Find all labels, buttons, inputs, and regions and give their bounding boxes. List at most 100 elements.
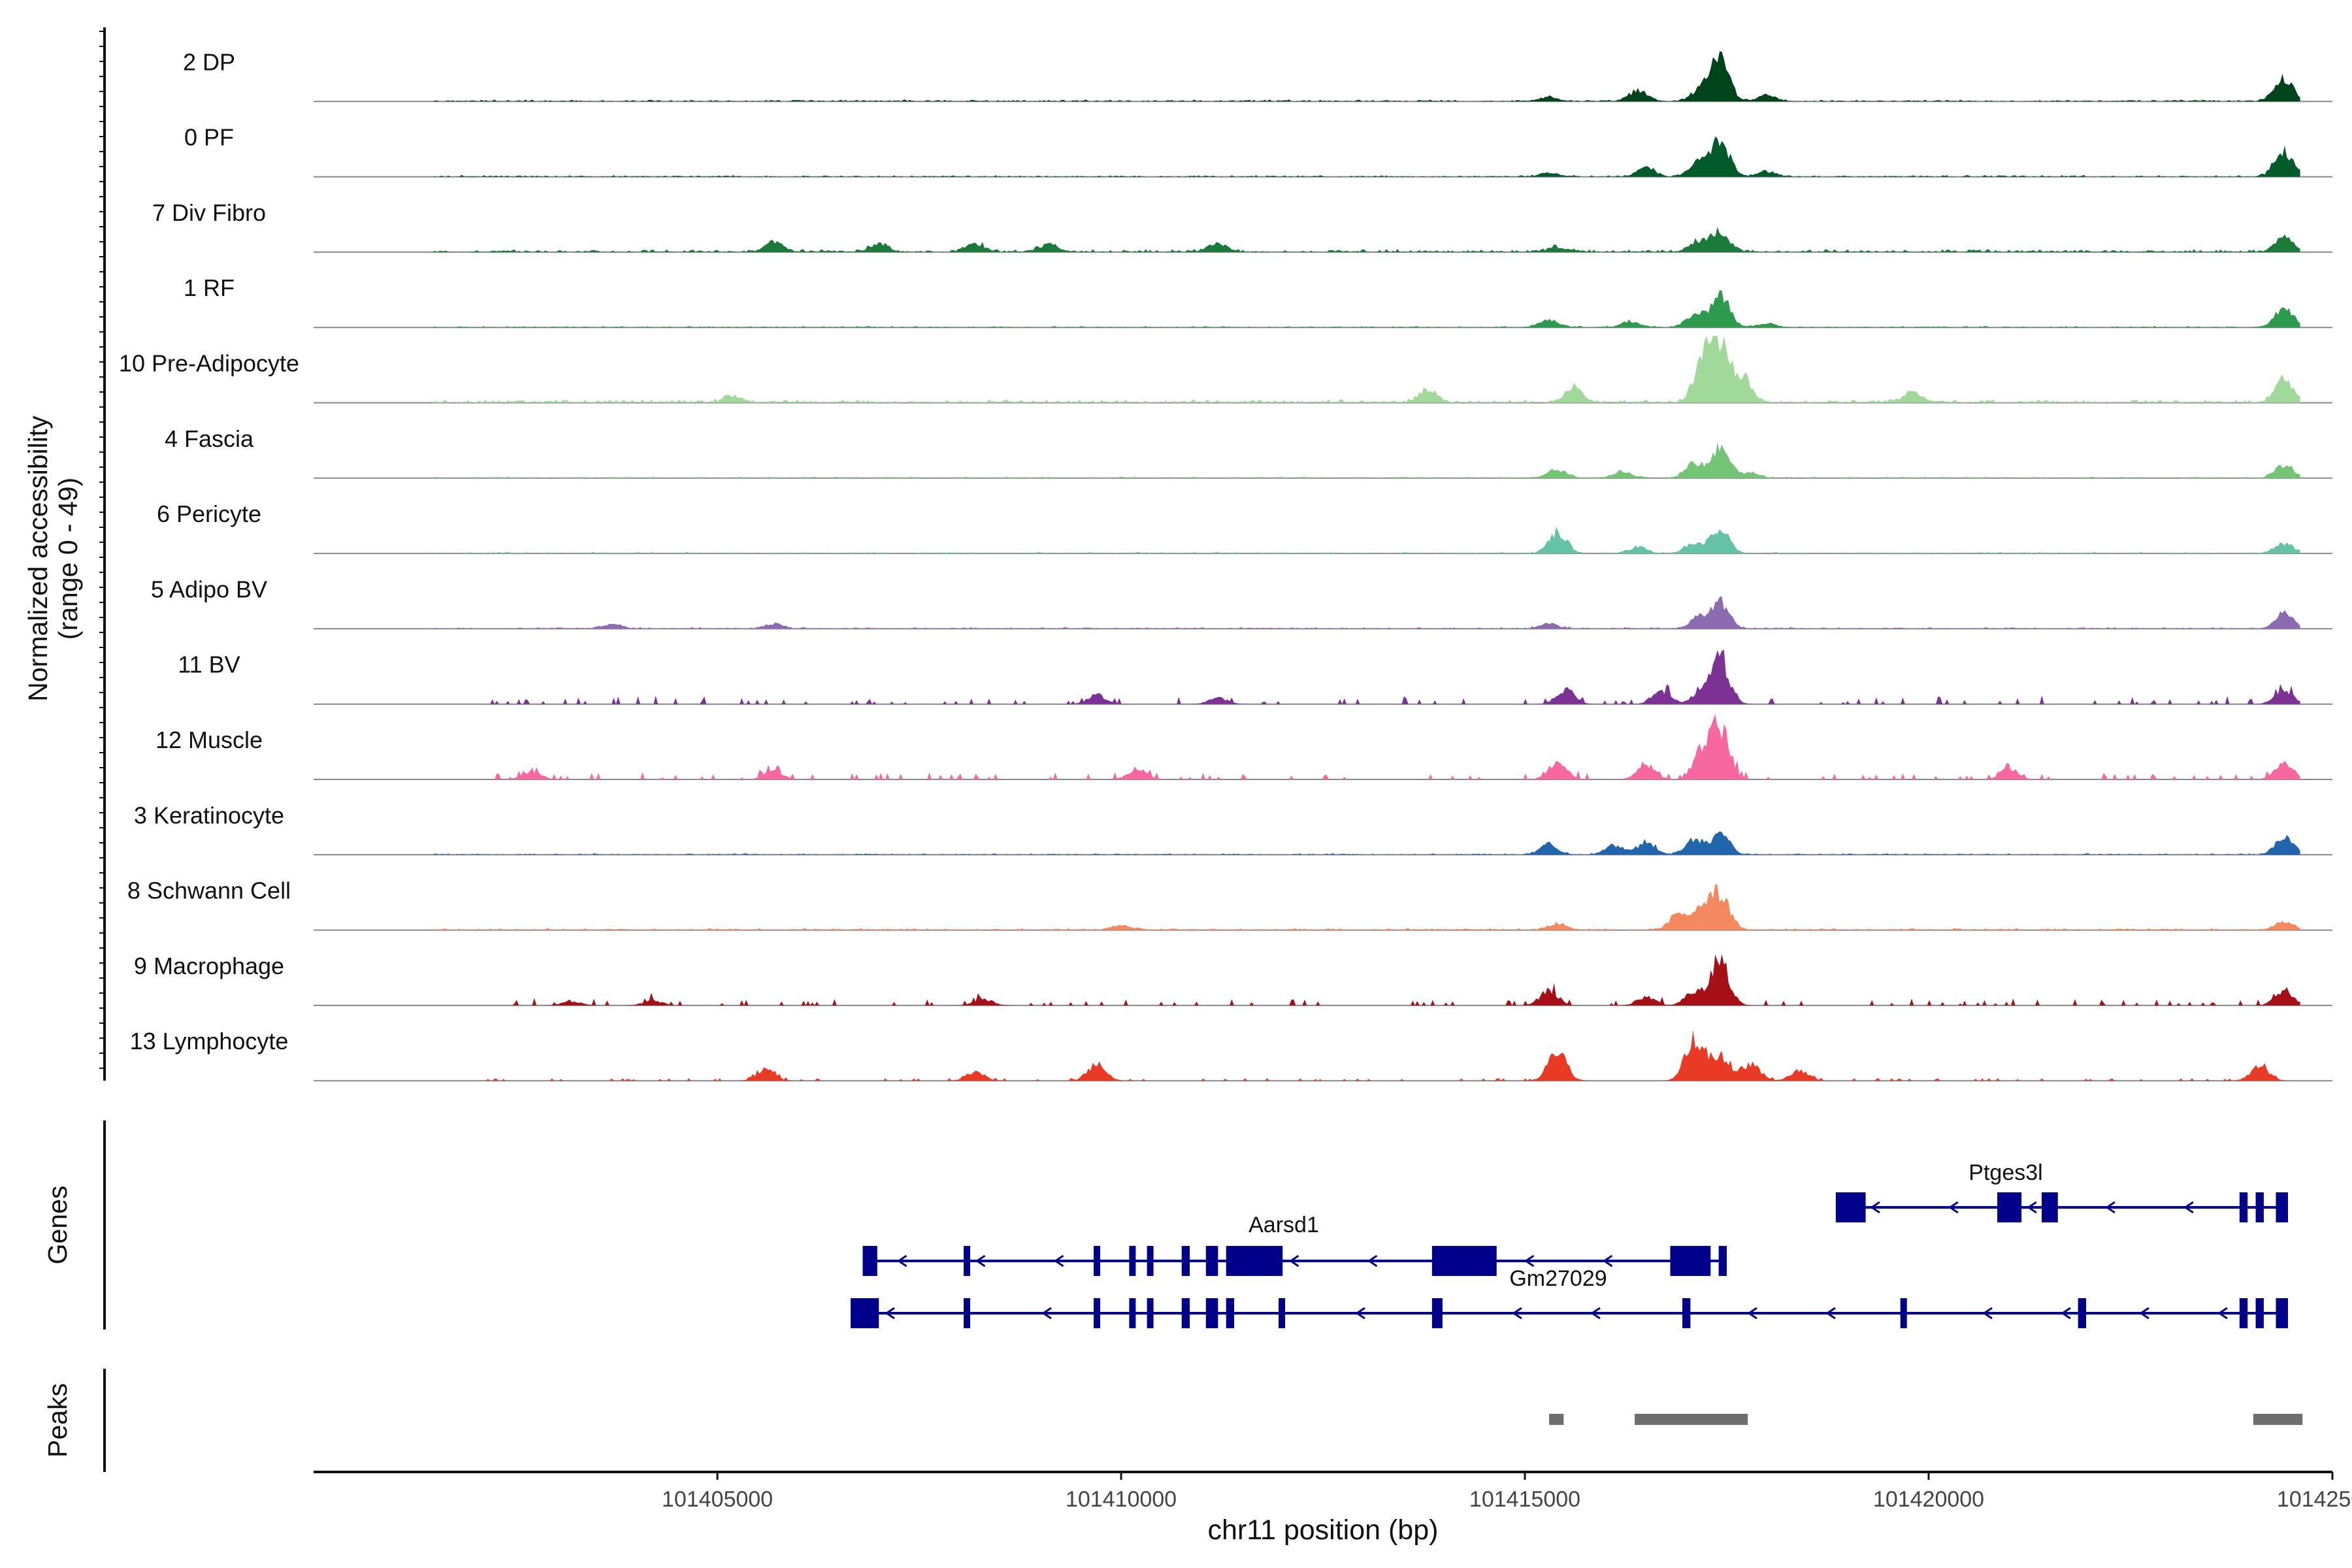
exon — [1718, 1246, 1727, 1276]
coverage-track: 5 Adipo BV — [151, 576, 2332, 630]
exon — [2276, 1298, 2289, 1328]
track-label: 8 Schwann Cell — [127, 877, 291, 904]
coverage-track: 4 Fascia — [165, 425, 2332, 479]
strand-arrow — [1825, 1307, 1836, 1320]
gene-model: Ptges3l — [1835, 1160, 2289, 1222]
coverage-track: 11 BV — [178, 649, 2332, 705]
track-label: 3 Keratinocyte — [134, 802, 284, 828]
strand-arrow — [2139, 1307, 2149, 1320]
exon — [1181, 1298, 1190, 1328]
exon — [1682, 1298, 1691, 1328]
strand-arrow — [1367, 1254, 1378, 1267]
strand-arrow — [1288, 1254, 1299, 1267]
peak-region — [1549, 1414, 1564, 1425]
x-axis-ticks: 101405000 101410000 101415000 101420000 1014… — [662, 1472, 2352, 1512]
track-label: 13 Lymphocyte — [130, 1028, 289, 1054]
exon — [1181, 1246, 1190, 1276]
track-label: 7 Div Fibro — [152, 199, 266, 226]
y-axis-label-line2: (range 0 - 49) — [53, 478, 83, 640]
strand-arrow — [2027, 1201, 2037, 1214]
coverage-tracks: 2 DP 0 PF 7 Div Fibro 1 RF 10 Pre-Adipocyte 4… — [119, 48, 2332, 1082]
gene-name-label: Aarsd1 — [1249, 1213, 1319, 1237]
exon — [2255, 1298, 2264, 1328]
exon — [1670, 1246, 1711, 1276]
y-axis-ticks — [99, 31, 105, 1069]
exon — [1279, 1298, 1286, 1328]
coverage-track: 12 Muscle — [155, 714, 2332, 780]
exon — [2239, 1298, 2248, 1328]
coverage-track: 6 Pericyte — [157, 500, 2332, 555]
x-tick-label: 101410000 — [1066, 1487, 1177, 1512]
coverage-track: 1 RF — [184, 274, 2332, 329]
exon — [1093, 1298, 1100, 1328]
exon — [963, 1246, 970, 1276]
track-label: 5 Adipo BV — [151, 576, 267, 602]
exon — [2255, 1192, 2264, 1222]
peak-region — [1635, 1414, 1748, 1425]
x-tick-label: 101415000 — [1469, 1487, 1580, 1512]
exon — [2078, 1298, 2087, 1328]
exon — [1835, 1192, 1866, 1222]
exon — [963, 1298, 970, 1328]
track-label: 6 Pericyte — [157, 500, 261, 527]
gene-track: Ptges3l Aarsd1 Gm27029 — [850, 1160, 2289, 1328]
gene-name-label: Ptges3l — [1968, 1160, 2042, 1185]
coverage-track: 2 DP — [183, 48, 2332, 103]
exon — [1900, 1298, 1907, 1328]
coverage-track: 9 Macrophage — [134, 953, 2332, 1006]
strand-arrow — [1053, 1254, 1064, 1267]
exon — [850, 1298, 879, 1328]
strand-arrow — [1524, 1254, 1535, 1267]
exon — [1205, 1246, 1218, 1276]
exon — [1129, 1298, 1136, 1328]
peak-track — [1549, 1414, 2303, 1425]
coverage-track: 10 Pre-Adipocyte — [119, 336, 2332, 404]
coverage-track: 7 Div Fibro — [152, 199, 2332, 253]
strand-arrow — [896, 1254, 907, 1267]
exon — [1147, 1246, 1154, 1276]
track-label: 9 Macrophage — [134, 953, 284, 979]
strand-arrow — [2061, 1307, 2071, 1320]
track-label: 11 BV — [178, 651, 240, 678]
strand-arrow — [2217, 1307, 2228, 1320]
gene-name-label: Gm27029 — [1509, 1266, 1607, 1291]
strand-arrow — [885, 1307, 895, 1320]
exon — [1431, 1246, 1497, 1276]
track-label: 0 PF — [184, 124, 234, 151]
exon — [1129, 1246, 1136, 1276]
strand-arrow — [2183, 1201, 2194, 1214]
strand-arrow — [1602, 1254, 1613, 1267]
peak-region — [2253, 1414, 2303, 1425]
strand-arrow — [975, 1254, 986, 1267]
coverage-track: 13 Lymphocyte — [130, 1028, 2332, 1082]
strand-arrow — [1512, 1307, 1522, 1320]
exon — [1226, 1246, 1283, 1276]
strand-arrow — [1590, 1307, 1601, 1320]
strand-arrow — [1948, 1201, 1959, 1214]
exon — [1147, 1298, 1154, 1328]
exon — [1205, 1298, 1218, 1328]
peaks-label: Peaks — [42, 1383, 73, 1458]
track-label: 4 Fascia — [165, 425, 254, 452]
track-label: 10 Pre-Adipocyte — [119, 350, 299, 377]
strand-arrow — [2105, 1201, 2115, 1214]
genes-label: Genes — [42, 1186, 73, 1265]
exon — [2276, 1192, 2289, 1222]
coverage-track: 8 Schwann Cell — [127, 877, 2332, 931]
x-axis-label: chr11 position (bp) — [1208, 1514, 1439, 1546]
gene-model: Gm27029 — [850, 1266, 2289, 1328]
strand-arrow — [1982, 1307, 1993, 1320]
gene-model: Aarsd1 — [862, 1213, 1727, 1276]
track-label: 1 RF — [184, 274, 235, 301]
exon — [1431, 1298, 1443, 1328]
x-tick-label: 101420000 — [1873, 1487, 1984, 1512]
strand-arrow — [1870, 1201, 1880, 1214]
exon — [2239, 1192, 2248, 1222]
coverage-area — [314, 954, 2300, 1005]
coverage-track: 0 PF — [184, 124, 2332, 178]
track-label: 12 Muscle — [155, 727, 263, 753]
coverage-track: 3 Keratinocyte — [134, 802, 2332, 856]
strand-arrow — [1041, 1307, 1052, 1320]
exon — [1997, 1192, 2022, 1222]
